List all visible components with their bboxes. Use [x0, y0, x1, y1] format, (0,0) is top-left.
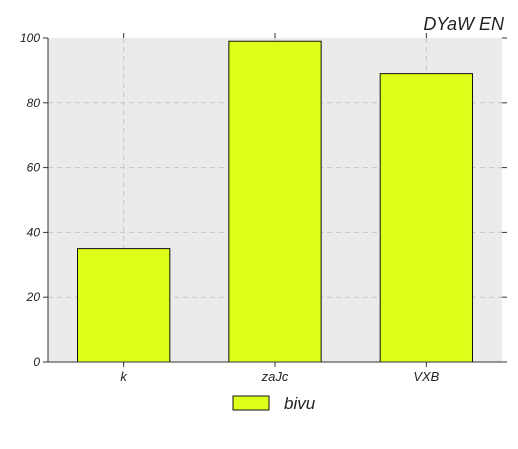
- bar-k: [77, 248, 171, 363]
- axes: 0 20 40 60 80 100 k zaJc VXB: [20, 31, 507, 384]
- y-tick-label: 80: [27, 96, 41, 110]
- bar-VXB: [379, 73, 473, 363]
- legend: bivu: [232, 394, 316, 413]
- y-tick-label: 40: [27, 225, 41, 239]
- x-tick-label: VXB: [413, 369, 439, 384]
- y-tick-label: 100: [20, 31, 40, 45]
- legend-label: bivu: [284, 394, 316, 413]
- x-tick-label: zaJc: [261, 369, 289, 384]
- legend-swatch: [232, 395, 270, 411]
- y-tick-label: 20: [26, 290, 41, 304]
- bar-zaJc: [228, 40, 322, 363]
- y-tick-label: 0: [33, 355, 40, 369]
- x-tick-label: k: [120, 369, 128, 384]
- chart-title: DYaW EN: [423, 14, 505, 34]
- y-tick-label: 60: [27, 161, 41, 175]
